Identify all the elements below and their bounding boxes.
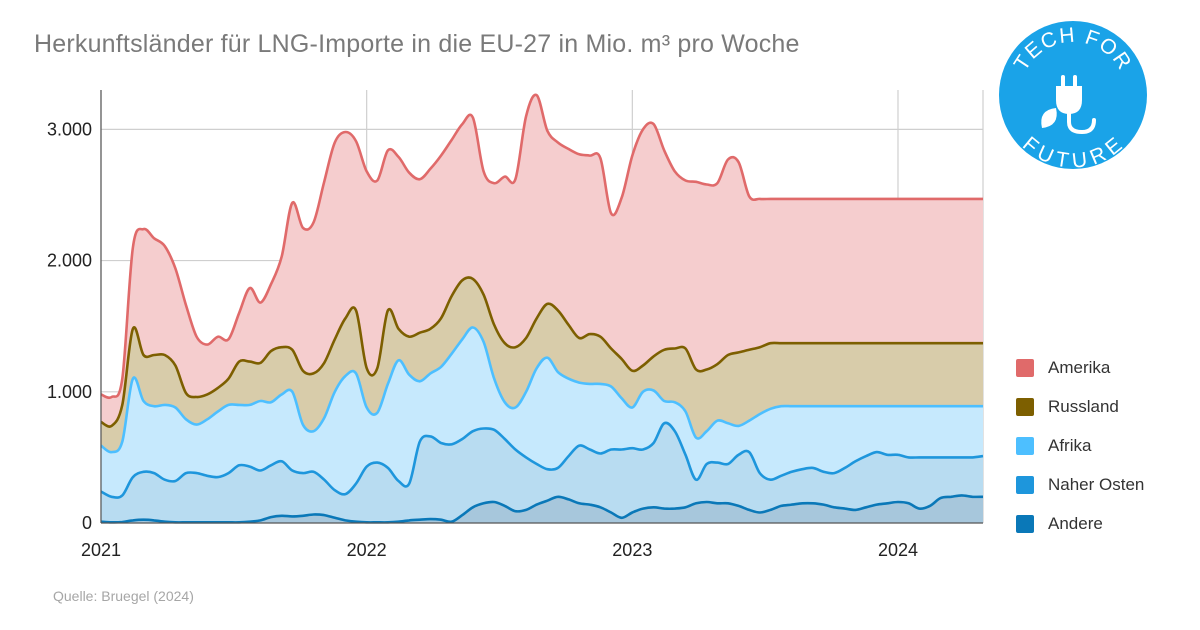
plug-leaf-icon bbox=[1041, 75, 1096, 135]
legend-swatch bbox=[1016, 436, 1034, 455]
line-amerika bbox=[100, 93, 983, 400]
y-tick-label: 2.000 bbox=[47, 251, 92, 271]
legend-item-naher-osten: Naher Osten bbox=[1016, 465, 1144, 504]
line-andere bbox=[100, 494, 984, 524]
x-tick-label: 2021 bbox=[81, 540, 121, 560]
chart-title: Herkunftsländer für LNG-Importe in die E… bbox=[34, 30, 800, 58]
legend-item-russland: Russland bbox=[1016, 387, 1144, 426]
line-afrika bbox=[100, 326, 983, 454]
x-tick-label: 2022 bbox=[347, 540, 387, 560]
legend-label: Andere bbox=[1048, 513, 1103, 533]
legend-swatch bbox=[1016, 514, 1034, 533]
y-tick-label: 3.000 bbox=[47, 119, 92, 139]
area-andere bbox=[101, 495, 983, 523]
source-note: Quelle: Bruegel (2024) bbox=[53, 588, 194, 604]
tech-for-future-logo: TECH FOR FUTURE bbox=[999, 21, 1147, 170]
x-tick-label: 2024 bbox=[878, 540, 918, 560]
area-afrika bbox=[101, 327, 983, 498]
chart-legend: Amerika Russland Afrika Naher Osten Andere bbox=[1016, 348, 1144, 543]
y-tick-label: 1.000 bbox=[47, 382, 92, 402]
legend-item-afrika: Afrika bbox=[1016, 426, 1144, 465]
legend-swatch bbox=[1016, 475, 1034, 494]
legend-item-andere: Andere bbox=[1016, 504, 1144, 543]
legend-item-amerika: Amerika bbox=[1016, 348, 1144, 387]
legend-label: Afrika bbox=[1048, 435, 1092, 455]
chart-areas bbox=[100, 93, 984, 524]
x-tick-label: 2023 bbox=[612, 540, 652, 560]
chart-axes: 0 1.000 2.000 3.000 2021 2022 2023 2024 bbox=[47, 90, 983, 560]
legend-swatch bbox=[1016, 397, 1034, 416]
area-amerika bbox=[101, 94, 983, 427]
legend-swatch bbox=[1016, 358, 1034, 377]
stacked-area-chart: 0 1.000 2.000 3.000 2021 2022 2023 2024 bbox=[47, 90, 984, 560]
area-naher-osten bbox=[101, 422, 983, 523]
area-russland bbox=[101, 277, 983, 453]
legend-label: Russland bbox=[1048, 396, 1119, 416]
line-russland bbox=[100, 276, 983, 428]
y-tick-label: 0 bbox=[82, 513, 92, 533]
legend-label: Amerika bbox=[1048, 357, 1111, 377]
legend-label: Naher Osten bbox=[1048, 474, 1145, 494]
line-naher-osten bbox=[100, 421, 984, 499]
